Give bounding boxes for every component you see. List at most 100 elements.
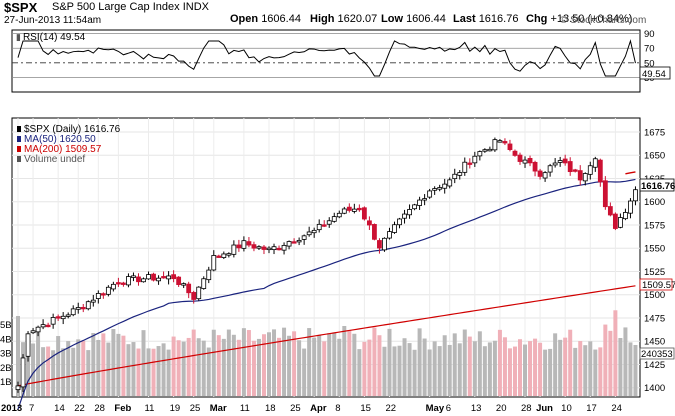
ma200-line: [17, 285, 636, 387]
candle-body: [567, 161, 573, 173]
volume-bar: [267, 332, 271, 396]
volume-tick-label: 5B: [0, 320, 12, 331]
candle-body: [351, 208, 357, 212]
candle-body: [131, 275, 136, 278]
candle-body: [562, 158, 568, 164]
candle-body: [211, 255, 217, 271]
volume-bar: [31, 343, 36, 396]
volume-bar: [548, 348, 553, 396]
volume-bar: [528, 341, 533, 396]
volume-bar: [533, 338, 538, 396]
volume-bar: [131, 342, 136, 396]
candle-body: [266, 247, 272, 251]
candle-body: [286, 241, 292, 247]
open-label: Open: [230, 13, 259, 25]
volume-bar: [502, 337, 507, 396]
candle-body: [432, 188, 438, 191]
volume-bar: [236, 339, 241, 396]
volume-bar: [618, 338, 623, 396]
volume-bar: [196, 338, 201, 396]
volume-bar: [166, 349, 171, 396]
candle-body: [402, 213, 407, 219]
volume-bar: [61, 348, 66, 396]
candle-body: [236, 244, 242, 249]
candle-body: [256, 246, 262, 249]
candle-body: [231, 244, 237, 255]
x-tick-label: 28: [94, 403, 105, 414]
volume-bar: [231, 334, 236, 396]
candle-body: [507, 143, 513, 150]
volume-bar: [36, 332, 41, 396]
candle-body: [65, 314, 71, 317]
volume-bar: [447, 344, 452, 396]
volume-bar: [462, 329, 467, 396]
price-tick-label: 1500: [644, 290, 665, 301]
candle-body: [522, 159, 528, 164]
volume-bar: [432, 341, 437, 396]
volume-bar: [146, 348, 151, 396]
candle-body: [457, 172, 463, 176]
volume-bar: [136, 348, 141, 396]
volume-bar: [422, 338, 427, 396]
candle-body: [85, 301, 91, 310]
candle-body: [141, 278, 146, 283]
candle-body: [477, 151, 483, 157]
volume-bar: [352, 333, 357, 396]
volume-bar: [216, 335, 221, 396]
candle-body: [306, 231, 312, 236]
volume-bar: [101, 333, 106, 396]
volume-bar: [367, 339, 372, 396]
datetime: 27-Jun-2013 11:54am: [4, 15, 102, 26]
x-tick-label: 22: [74, 403, 85, 414]
volume-bar: [161, 343, 166, 396]
candle-body: [241, 240, 247, 249]
volume-bar: [186, 337, 191, 396]
volume-bar: [226, 329, 231, 396]
candle-body: [437, 187, 443, 190]
candle-body: [502, 141, 508, 144]
legend-swatch: [17, 136, 21, 142]
x-tick-label: Jun: [536, 403, 553, 414]
volume-bar: [593, 349, 598, 396]
candle-body: [607, 206, 613, 216]
candle-body: [166, 275, 172, 280]
x-tick-label: 20: [496, 403, 507, 414]
volume-bar: [578, 341, 583, 396]
candle-body: [176, 276, 182, 285]
candle-body: [206, 269, 212, 281]
candle-body: [602, 180, 608, 208]
volume-bar: [116, 333, 121, 396]
volume-bar: [201, 340, 206, 396]
candle-body: [146, 274, 151, 280]
volume-bar: [583, 345, 588, 396]
volume-bar: [628, 342, 633, 396]
volume-bar: [467, 336, 472, 396]
volume-bar: [357, 349, 362, 396]
x-tick-label: 6: [446, 403, 451, 414]
candle-body: [633, 189, 638, 202]
last-price-tag: 1616.76: [641, 181, 675, 192]
volume-bar: [377, 335, 382, 396]
symbol: $SPX: [4, 0, 38, 15]
candle-body: [452, 173, 458, 180]
price-panel: 1400142514501475150015251550157516001625…: [0, 117, 675, 414]
volume-bar: [272, 329, 277, 396]
price-tick-label: 1400: [644, 383, 665, 394]
volume-bar: [91, 332, 96, 396]
rsi-panel: 90705030 ▮RSI(14) 49.54 49.54: [11, 29, 671, 93]
candle-body: [151, 273, 156, 281]
candle-body: [532, 161, 538, 172]
candle-body: [577, 170, 583, 181]
candle-body: [462, 161, 468, 173]
volume-bar: [126, 344, 131, 396]
security-name-text: S&P 500 Large Cap Index: [52, 1, 180, 13]
rsi-label-text: RSI(14) 49.54: [23, 32, 86, 43]
ma200-tag: 1509.57: [642, 280, 675, 291]
volume-bar: [452, 333, 457, 396]
volume-bar: [477, 331, 482, 396]
volume-bar: [66, 341, 71, 396]
candle-body: [80, 306, 86, 310]
volume-bar: [603, 324, 608, 396]
high-value: 1620.07: [337, 13, 378, 25]
